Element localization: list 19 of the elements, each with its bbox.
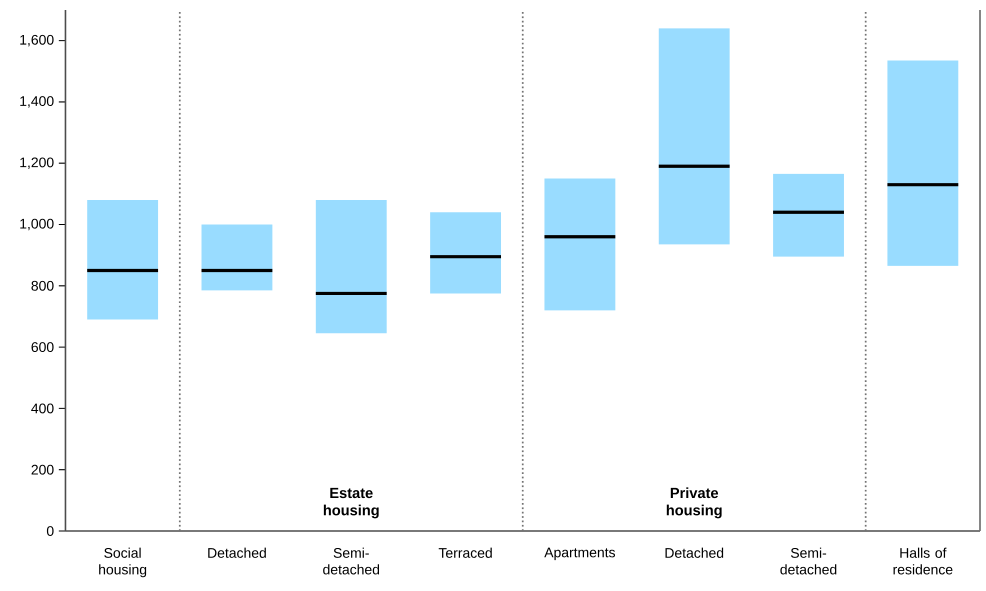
annotation: Estate housing [324, 488, 379, 518]
x-tick-label: Social housing [99, 548, 146, 578]
y-tick-label: 1,600 [20, 34, 54, 46]
y-tick-label: 1,000 [20, 218, 54, 230]
x-tick-label: Halls of residence [894, 548, 952, 575]
y-tick-label: 600 [32, 342, 54, 352]
x-tick-label: Apartments [544, 548, 616, 560]
x-tick-label: Detached [208, 548, 266, 558]
y-tick-label: 800 [31, 280, 54, 291]
x-tick-label: Terraced [438, 548, 492, 558]
y-tick-label: 200 [32, 464, 54, 475]
x-tick-label: Semi-detached [780, 548, 836, 575]
y-tick-label: 0 [46, 526, 54, 536]
x-tick-label: Semi-detached [323, 548, 380, 575]
y-tick-label: 1,200 [20, 158, 54, 170]
y-tick-label: 400 [31, 404, 54, 414]
y-tick-label: 1,400 [20, 96, 54, 108]
annotation: Private housing [666, 487, 722, 518]
x-tick-label: Detached [666, 548, 724, 558]
